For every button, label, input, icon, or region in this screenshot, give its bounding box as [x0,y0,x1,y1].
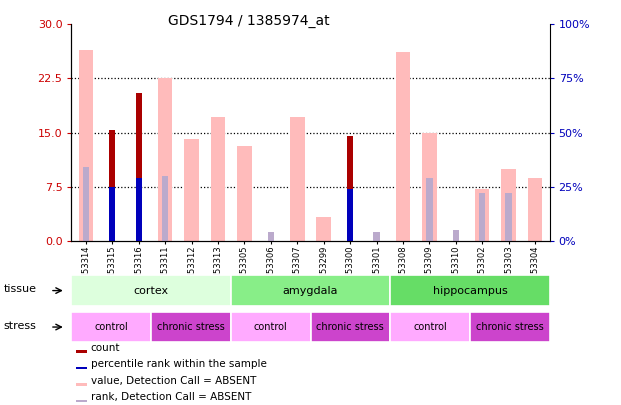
Bar [184,139,199,241]
Bar [211,117,225,241]
Bar [475,189,489,241]
Bar [76,400,87,402]
Bar [347,189,353,241]
Bar [390,312,470,342]
Bar [290,117,304,241]
Bar [373,232,380,241]
Bar [396,53,410,241]
Text: count: count [91,343,120,353]
Bar [76,367,87,369]
Bar [453,230,459,241]
Bar [109,130,116,241]
Bar [347,136,353,241]
Text: GDS1794 / 1385974_at: GDS1794 / 1385974_at [168,14,329,28]
Bar [501,169,516,241]
Bar [317,217,331,241]
Bar [390,275,550,306]
Text: control: control [413,322,447,332]
Bar [268,232,274,241]
Text: percentile rank within the sample: percentile rank within the sample [91,359,266,369]
Text: chronic stress: chronic stress [317,322,384,332]
Text: amygdala: amygdala [283,286,338,296]
Bar [479,193,486,241]
Text: rank, Detection Call = ABSENT: rank, Detection Call = ABSENT [91,392,251,402]
Bar [310,312,390,342]
Bar [109,187,116,241]
Bar [528,178,542,241]
Bar [83,167,89,241]
Text: hippocampus: hippocampus [432,286,507,296]
Bar [158,79,173,241]
Bar [71,275,231,306]
Text: control: control [254,322,288,332]
Bar [422,133,437,241]
Text: control: control [94,322,128,332]
Bar [237,146,252,241]
Bar [151,312,231,342]
Text: cortex: cortex [134,286,169,296]
Bar [71,312,151,342]
Bar [505,193,512,241]
Text: tissue: tissue [4,284,37,294]
Bar [231,275,390,306]
Bar [162,176,168,241]
Text: chronic stress: chronic stress [157,322,225,332]
Bar [136,178,142,241]
Bar [76,383,87,386]
Text: value, Detection Call = ABSENT: value, Detection Call = ABSENT [91,375,256,386]
Bar [426,178,433,241]
Bar [136,93,142,241]
Bar [76,350,87,353]
Text: chronic stress: chronic stress [476,322,543,332]
Text: stress: stress [4,320,37,330]
Bar [470,312,550,342]
Bar [79,50,93,241]
Bar [231,312,310,342]
